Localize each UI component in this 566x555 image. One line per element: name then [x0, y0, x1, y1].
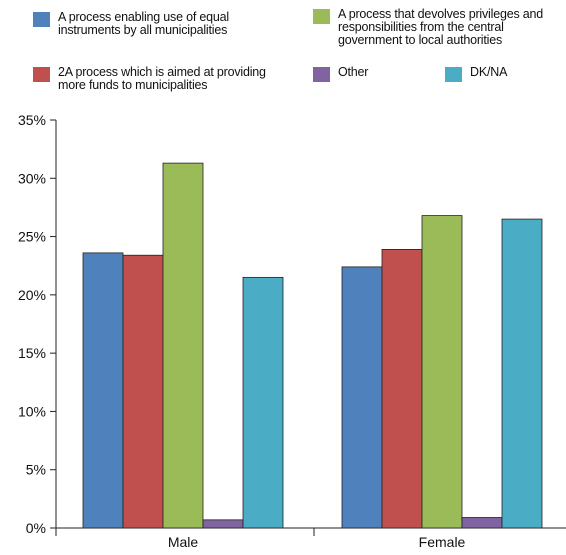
bar-male-1	[122, 254, 164, 529]
y-tick-label: 25%	[18, 229, 46, 245]
legend-swatch-red	[33, 67, 50, 82]
legend-swatch-green	[313, 9, 330, 24]
legend-label: Other	[338, 65, 369, 79]
legend-item-more-funds: 2A process which is aimed at providing m…	[33, 66, 266, 92]
legend-label: A process that devolves privileges and r…	[338, 7, 544, 47]
legend-label: A process enabling use of equal instrume…	[58, 10, 230, 37]
legend-item-equal-instruments: A process enabling use of equal instrume…	[33, 11, 229, 37]
y-tick-label: 10%	[18, 403, 46, 419]
legend: A process enabling use of equal instrume…	[0, 0, 566, 110]
y-tick-label: 0%	[26, 520, 46, 536]
bar-male-0	[82, 252, 124, 529]
legend-swatch-teal	[445, 67, 462, 82]
y-tick-label: 20%	[18, 287, 46, 303]
bar-female-4	[501, 218, 543, 529]
legend-swatch-blue	[33, 12, 50, 27]
legend-label: 2A process which is aimed at providing m…	[58, 65, 266, 92]
x-category-label: Male	[168, 534, 199, 550]
legend-swatch-purple	[313, 67, 330, 82]
bar-male-4	[242, 276, 284, 529]
legend-item-dkna: DK/NA	[445, 66, 507, 82]
bar-male-3	[202, 519, 244, 529]
y-tick-label: 35%	[18, 112, 46, 128]
y-tick-label: 5%	[26, 462, 46, 478]
bar-female-0	[341, 266, 383, 529]
bar-female-1	[381, 248, 423, 529]
bar-male-2	[162, 162, 204, 529]
y-tick-label: 15%	[18, 345, 46, 361]
y-tick-label: 30%	[18, 170, 46, 186]
legend-item-devolves-privileges: A process that devolves privileges and r…	[313, 8, 543, 47]
bar-female-2	[421, 215, 463, 529]
legend-label: DK/NA	[470, 65, 508, 79]
x-category-label: Female	[419, 534, 466, 550]
bar-female-3	[461, 517, 503, 529]
legend-item-other: Other	[313, 66, 368, 82]
